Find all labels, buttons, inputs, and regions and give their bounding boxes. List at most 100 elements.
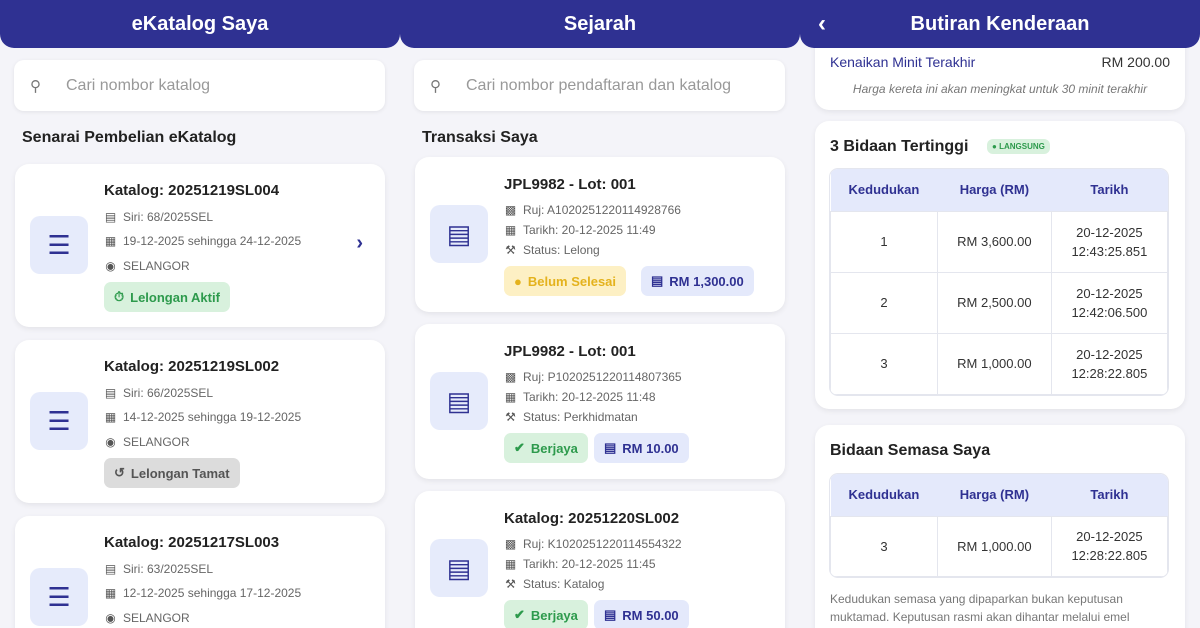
status-badge: ⏱ Lelongan Aktif [104, 282, 230, 312]
header: Sejarah [400, 0, 800, 48]
transaction-title: JPL9982 - Lot: 001 [504, 343, 636, 360]
amount-text: RM 1,300.00 [669, 273, 744, 289]
date-text: 12-12-2025 sehingga 17-12-2025 [123, 586, 302, 600]
catalog-title: Katalog: 20251219SL002 [104, 358, 280, 375]
badge-text: Berjaya [530, 607, 578, 623]
siri-line: ▤ Siri: 66/2025SEL [104, 386, 213, 400]
location-line: ◉ SELANGOR [104, 259, 190, 273]
rank-cell: 3 [830, 332, 938, 395]
date-text: 19-12-2025 sehingga 24-12-2025 [123, 234, 302, 248]
search-placeholder: Cari nombor pendaftaran dan katalog [466, 76, 732, 94]
page-title: Butiran Kenderaan [910, 12, 1090, 35]
my-bid-table: Kedudukan Harga (RM) Tarikh 3 RM 1,000.00 20… [830, 474, 1168, 577]
ticket-icon: ▩ [504, 537, 517, 551]
transaction-title: JPL9982 - Lot: 001 [504, 176, 636, 193]
amount-text: RM 10.00 [622, 440, 679, 456]
date-text: 20-12-2025 [1076, 224, 1143, 240]
column-header: Harga (RM) [937, 169, 1052, 211]
catalog-card[interactable]: ☰ Katalog: 20251219SL004 ▤ Siri: 68/2025S… [15, 164, 385, 327]
transaction-card[interactable]: ▤ Katalog: 20251220SL002 ▩ Ruj: K10202512… [415, 491, 785, 628]
table-row: 3 RM 1,000.00 20-12-2025 12:28:22.805 [830, 515, 1168, 577]
ref-line: ▩ Ruj: A1020251220114928766 [504, 203, 681, 217]
status-badge: ↺ Lelongan Tamat [104, 458, 240, 488]
time-text: 12:43:25.851 [1071, 243, 1148, 259]
search-input[interactable]: ⚲ Cari nombor katalog [14, 60, 385, 111]
calendar-icon: ▦ [104, 410, 117, 424]
check-circle-icon: ✔ [514, 607, 525, 622]
section-title: Transaksi Saya [422, 129, 538, 146]
increment-value: RM 200.00 [1101, 54, 1170, 70]
live-badge-text: LANGSUNG [999, 142, 1045, 151]
catalog-card[interactable]: ☰ Katalog: 20251217SL003 ▤ Siri: 63/2025S… [15, 516, 385, 628]
top-bids-table: Kedudukan Harga (RM) Tarikh 1 RM 3,600.00 20… [830, 169, 1168, 395]
date-line: ▦ Tarikh: 20-12-2025 11:45 [504, 557, 656, 571]
amount-badge: ▤ RM 50.00 [594, 600, 689, 628]
page-title: eKatalog Saya [131, 12, 269, 35]
date-line: ▦ Tarikh: 20-12-2025 11:48 [504, 390, 656, 404]
date-text: 20-12-2025 [1076, 346, 1143, 362]
search-input[interactable]: ⚲ Cari nombor pendaftaran dan katalog [414, 60, 785, 111]
table-header-row: Kedudukan Harga (RM) Tarikh [830, 169, 1168, 211]
siri-text: Siri: 63/2025SEL [123, 562, 214, 576]
date-text: Tarikh: 20-12-2025 11:49 [523, 223, 656, 237]
date-cell: 20-12-2025 12:43:25.851 [1050, 210, 1168, 273]
column-header: Harga (RM) [937, 474, 1052, 516]
amount-text: RM 50.00 [622, 607, 679, 623]
price-cell: RM 1,000.00 [936, 515, 1052, 577]
price-cell: RM 3,600.00 [936, 210, 1052, 273]
ref-text: Ruj: P1020251220114807365 [523, 370, 682, 384]
ref-line: ▩ Ruj: K1020251220114554322 [504, 537, 682, 551]
location-text: SELANGOR [123, 259, 190, 273]
vehicle-detail-panel: ‹ Butiran Kenderaan Kenaikan Minit Terakh… [800, 0, 1200, 628]
transaction-card[interactable]: ▤ JPL9982 - Lot: 001 ▩ Ruj: A102025122011… [415, 157, 785, 312]
column-header: Tarikh [1051, 169, 1168, 211]
date-text: 20-12-2025 [1076, 529, 1143, 544]
ref-text: Ruj: K1020251220114554322 [523, 537, 682, 551]
money-icon: ▤ [604, 607, 617, 622]
status-line: ⚒ Status: Perkhidmatan [504, 410, 638, 424]
status-line: ⚒ Status: Katalog [504, 577, 604, 591]
gavel-icon: ⚒ [505, 410, 516, 424]
badge-text: Berjaya [530, 440, 578, 456]
catalog-card[interactable]: ☰ Katalog: 20251219SL002 ▤ Siri: 66/2025S… [15, 340, 385, 503]
receipt-icon: ▤ [430, 539, 488, 597]
date-line: ▦ 14-12-2025 sehingga 19-12-2025 [104, 410, 301, 424]
gavel-icon: ⚒ [505, 243, 516, 257]
location-pin-icon: ◉ [105, 435, 116, 449]
chevron-right-icon[interactable]: › [356, 232, 363, 254]
ref-text: Ruj: A1020251220114928766 [523, 203, 681, 217]
ticket-icon: ▩ [504, 203, 517, 217]
time-text: 12:42:06.500 [1071, 304, 1148, 320]
status-text: Lelongan Aktif [130, 289, 220, 305]
my-bid-title: Bidaan Semasa Saya [830, 442, 991, 459]
calendar-icon: ▦ [504, 557, 517, 571]
date-text: Tarikh: 20-12-2025 11:45 [523, 557, 656, 571]
column-header: Tarikh [1051, 474, 1168, 516]
siri-text: Siri: 68/2025SEL [123, 210, 214, 224]
my-bid-card: Bidaan Semasa Saya Kedudukan Harga (RM) Ta… [815, 425, 1185, 628]
status-text: Status: Katalog [523, 577, 605, 591]
money-icon: ▤ [651, 273, 664, 288]
increment-label: Kenaikan Minit Terakhir [830, 54, 976, 70]
status-text: Lelongan Tamat [130, 465, 230, 481]
badge-text: Belum Selesai [527, 273, 617, 289]
date-cell: 20-12-2025 12:28:22.805 [1050, 332, 1168, 395]
live-badge: ● LANGSUNG [987, 139, 1050, 154]
list-icon: ☰ [30, 392, 88, 450]
date-line: ▦ Tarikh: 20-12-2025 11:49 [504, 223, 656, 237]
transaction-card[interactable]: ▤ JPL9982 - Lot: 001 ▩ Ruj: P102025122011… [415, 324, 785, 479]
search-icon: ⚲ [30, 77, 41, 95]
page-title: Sejarah [563, 12, 637, 35]
section-title: Senarai Pembelian eKatalog [22, 129, 237, 146]
history-icon: ↺ [114, 465, 125, 480]
back-arrow-icon[interactable]: ‹ [818, 10, 826, 37]
siri-line: ▤ Siri: 68/2025SEL [104, 210, 213, 224]
table-row: 1 RM 3,600.00 20-12-2025 12:43:25.851 [830, 210, 1168, 273]
transaction-title: Katalog: 20251220SL002 [504, 510, 680, 527]
top-bids-title: 3 Bidaan Tertinggi [830, 138, 969, 155]
location-text: SELANGOR [123, 611, 190, 625]
pending-icon: ● [514, 273, 522, 289]
location-text: SELANGOR [123, 435, 190, 449]
price-cell: RM 1,000.00 [936, 332, 1052, 395]
receipt-icon: ▤ [430, 372, 488, 430]
